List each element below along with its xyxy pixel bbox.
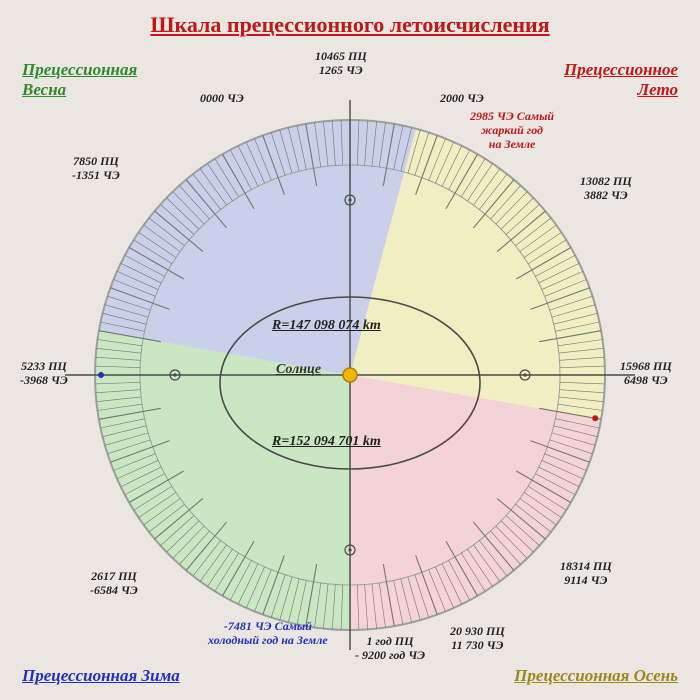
season-summer-l2: Лето bbox=[638, 80, 678, 99]
season-winter: Прецессионная Зима bbox=[22, 666, 180, 686]
radius-bottom: R=152 094 701 km bbox=[272, 434, 381, 450]
anno-top0: 0000 ЧЭ bbox=[200, 92, 244, 106]
season-summer-l1: Прецессионное bbox=[564, 60, 678, 79]
anno-2617: 2617 ПЦ-6584 ЧЭ bbox=[90, 570, 138, 598]
anno-7850: 7850 ПЦ-1351 ЧЭ bbox=[72, 155, 120, 183]
anno-hot: 2985 ЧЭ Самыйжаркий годна Земле bbox=[470, 110, 554, 151]
season-autumn: Прецессионная Осень bbox=[514, 666, 678, 686]
season-spring-l2: Весна bbox=[22, 80, 66, 99]
anno-top2: 2000 ЧЭ bbox=[440, 92, 484, 106]
anno-20930: 20 930 ПЦ11 730 ЧЭ bbox=[450, 625, 505, 653]
anno-18314: 18314 ПЦ9114 ЧЭ bbox=[560, 560, 612, 588]
sun-label: Солнце bbox=[276, 362, 321, 378]
anno-top1: 10465 ПЦ1265 ЧЭ bbox=[315, 50, 367, 78]
anno-right: 15968 ПЦ6498 ЧЭ bbox=[620, 360, 672, 388]
page-title: Шкала прецессионного летоисчисления bbox=[0, 12, 700, 38]
anno-1god: 1 год ПЦ- 9200 год ЧЭ bbox=[355, 635, 425, 663]
season-summer: Прецессионное Лето bbox=[564, 60, 678, 101]
anno-cold: -7481 ЧЭ Самыйхолодный год на Земле bbox=[208, 620, 328, 648]
season-spring: Прецессионная Весна bbox=[22, 60, 137, 101]
season-spring-l1: Прецессионная bbox=[22, 60, 137, 79]
anno-13082: 13082 ПЦ3882 ЧЭ bbox=[580, 175, 632, 203]
radius-top: R=147 098 074 km bbox=[272, 318, 381, 334]
anno-left: 5233 ПЦ-3968 ЧЭ bbox=[20, 360, 68, 388]
